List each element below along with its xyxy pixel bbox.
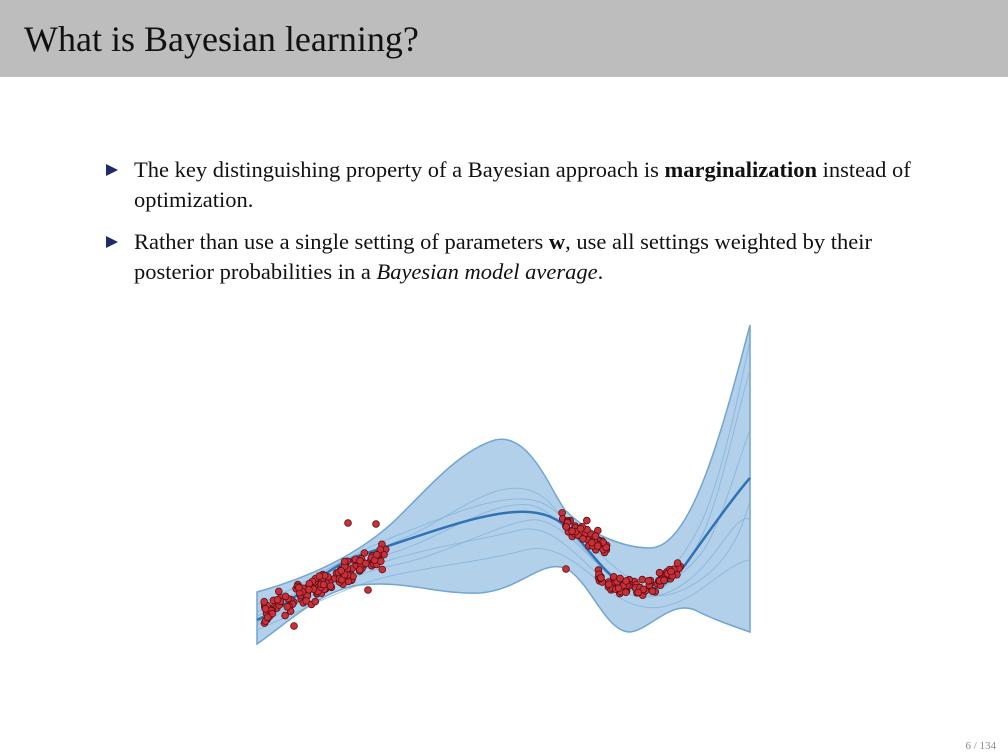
observation-point — [281, 611, 289, 620]
page-total: 134 — [979, 740, 997, 752]
observation-point — [274, 587, 283, 596]
observation-point — [673, 559, 682, 567]
observation-point — [593, 542, 602, 550]
posterior-sample-curve — [256, 499, 751, 623]
observation-point — [376, 545, 385, 554]
observation-point — [568, 527, 576, 536]
observation-point — [302, 597, 310, 605]
observation-point — [326, 582, 335, 590]
observation-point — [582, 516, 591, 525]
bullet-emphasis: marginalization — [664, 157, 818, 182]
bullet-item: The key distinguishing property of a Bay… — [106, 155, 926, 215]
observation-point — [614, 584, 623, 592]
observation-point — [261, 605, 270, 613]
title-bar: What is Bayesian learning? — [0, 0, 1008, 77]
observation-point — [562, 565, 570, 573]
observation-point — [344, 519, 352, 527]
observation-point — [576, 524, 585, 533]
page-separator: / — [970, 740, 980, 752]
page-number: 6 / 134 — [965, 740, 996, 752]
observation-point — [591, 532, 600, 540]
observation-point — [355, 565, 364, 574]
observation-point — [604, 580, 613, 589]
observation-point — [360, 549, 369, 557]
observation-point — [644, 576, 653, 585]
observation-point — [273, 595, 282, 604]
observation-point — [597, 574, 605, 582]
observation-point — [337, 566, 346, 575]
observation-point — [667, 567, 675, 576]
observation-point — [372, 520, 380, 528]
bullet-text: , use all settings weighted by their pos… — [134, 229, 872, 284]
bullet-italic-term: Bayesian model average — [376, 259, 598, 284]
observation-point — [361, 559, 370, 568]
observation-point — [579, 535, 587, 543]
bayesian-model-average-figure — [256, 324, 751, 646]
posterior-sample-curve — [256, 548, 751, 631]
observation-point — [263, 613, 272, 622]
observation-point — [281, 592, 290, 601]
bullet-text: . — [597, 259, 604, 284]
observation-point — [305, 585, 313, 594]
observation-point — [655, 568, 664, 577]
observation-point — [315, 572, 324, 580]
observation-point — [283, 602, 292, 611]
triangle-bullet-icon — [106, 236, 118, 248]
observation-point — [295, 583, 303, 592]
observation-point — [364, 586, 372, 594]
bullet-list: The key distinguishing property of a Bay… — [106, 155, 926, 299]
observation-point — [638, 575, 647, 584]
bullet-text: The key distinguishing property of a Bay… — [134, 157, 665, 182]
bullet-item: Rather than use a single setting of para… — [106, 227, 926, 287]
observation-point — [587, 538, 596, 547]
observation-point — [311, 597, 320, 606]
bullet-text: Rather than use a single setting of para… — [134, 229, 549, 254]
observation-point — [319, 580, 328, 589]
observation-point — [622, 588, 630, 596]
observation-point — [260, 597, 269, 606]
page-current: 6 — [965, 740, 971, 752]
observation-point — [660, 576, 668, 584]
observation-point — [378, 565, 387, 574]
observation-point — [376, 557, 385, 565]
observation-point — [372, 550, 381, 559]
observation-point — [340, 557, 349, 566]
data-points — [260, 509, 685, 630]
observation-point — [290, 622, 298, 630]
observation-point — [562, 523, 570, 531]
observation-point — [648, 587, 657, 595]
parameter-symbol: w — [548, 229, 566, 254]
observation-point — [634, 588, 643, 597]
bullet-text: instead of optimization. — [134, 157, 911, 212]
observation-point — [616, 574, 624, 583]
triangle-bullet-icon — [106, 164, 118, 176]
slide-title: What is Bayesian learning? — [24, 19, 419, 59]
